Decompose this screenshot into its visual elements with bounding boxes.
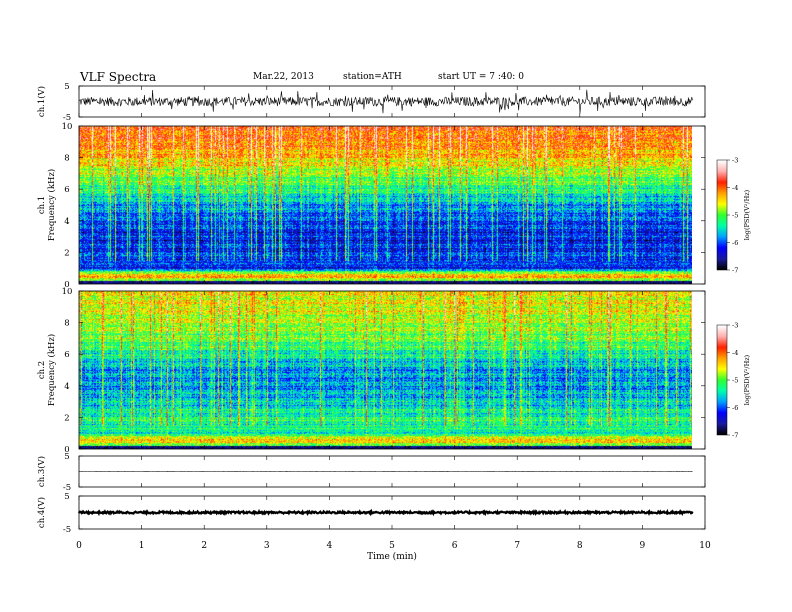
ch3-waveform-ylabel: ch.3(V) [36,456,47,487]
ch2-spectrogram-ytick-label: 8 [64,319,69,329]
ch2-spectrogram-ytick-label: 10 [62,287,73,297]
ch1-spectrogram-ytick-label: 10 [62,122,73,132]
ch2-spectrogram-ytick-label: 6 [64,350,69,360]
ch1-spectrogram-ylabel: Frequency (kHz) [46,169,57,241]
ch1-spectrogram-ytick-label: 6 [64,185,69,195]
date-label: Mar.22, 2013 [253,72,314,82]
ch2-spectrogram-ytick-label: 2 [64,413,69,423]
ch2-spectrogram-colorbar-tick-label: -7 [732,432,738,440]
ch1-spectrogram-colorbar-tick-label: -3 [732,157,738,165]
ch2-spectrogram-ylabel: ch.2 [37,361,47,379]
ch3-waveform-ytick-label: 5 [64,452,69,462]
ch2-spectrogram-colorbar-tick-label: -5 [732,377,738,385]
ch1-spectrogram-raster [79,126,692,284]
xtick-label: 6 [452,541,458,551]
xtick-label: 5 [389,541,395,551]
ch1-spectrogram-colorbar [717,160,727,270]
xtick-label: 3 [264,541,270,551]
ch2-spectrogram-ytick-label: 0 [64,445,69,455]
ch2-spectrogram-raster [79,291,692,449]
ch1-spectrogram-ytick-label: 8 [64,154,69,164]
ch4-waveform-ytick-label: -5 [63,525,71,535]
ch1-spectrogram-colorbar-tick-label: -7 [732,267,738,275]
ch2-spectrogram-colorbar [717,325,727,435]
ch1-waveform-ylabel: ch.1(V) [36,86,47,117]
ch4-waveform-trace [78,508,694,517]
ch3-waveform-ytick-label: -5 [63,483,71,493]
ch2-spectrogram-ytick-label: 4 [64,382,69,392]
ch1-waveform-ytick-label: 5 [64,82,69,92]
ch2-spectrogram-colorbar-tick-label: -4 [732,349,738,357]
xtick-label: 9 [640,541,646,551]
xaxis-label: Time (min) [367,551,417,562]
ch1-spectrogram-ytick-label: 4 [64,217,69,227]
ch1-waveform-trace [78,89,693,114]
xtick-label: 1 [139,541,145,551]
xtick-label: 0 [76,541,82,551]
start-ut-label: start UT = 7 :40: 0 [438,72,524,82]
xtick-label: 7 [514,541,520,551]
xtick-label: 2 [201,541,207,551]
ch2-spectrogram-colorbar-label: log(PSD(V²/Hz) [743,354,751,405]
ch1-waveform-ytick-label: -5 [63,113,71,123]
xtick-label: 10 [699,541,711,551]
ch2-spectrogram-ylabel: Frequency (kHz) [46,334,57,406]
ch1-spectrogram-colorbar-label: log(PSD(V²/Hz) [743,189,751,240]
ch2-spectrogram-colorbar-tick-label: -6 [732,404,738,412]
xtick-label: 4 [327,541,333,551]
ch1-spectrogram-ytick-label: 2 [64,248,69,258]
ch1-spectrogram-ytick-label: 0 [64,280,69,290]
ch4-waveform-ytick-label: 5 [64,492,69,502]
figure-title: VLF Spectra [80,70,157,84]
ch4-waveform-ylabel: ch.4(V) [36,497,47,528]
ch2-spectrogram-colorbar-tick-label: -3 [732,322,738,330]
ch1-spectrogram-colorbar-tick-label: -6 [732,239,738,247]
ch1-spectrogram-colorbar-tick-label: -4 [732,184,738,192]
xtick-label: 8 [577,541,583,551]
ch1-spectrogram-colorbar-tick-label: -5 [732,212,738,220]
station-label: station=ATH [343,72,402,82]
ch1-spectrogram-ylabel: ch.1 [37,196,47,214]
